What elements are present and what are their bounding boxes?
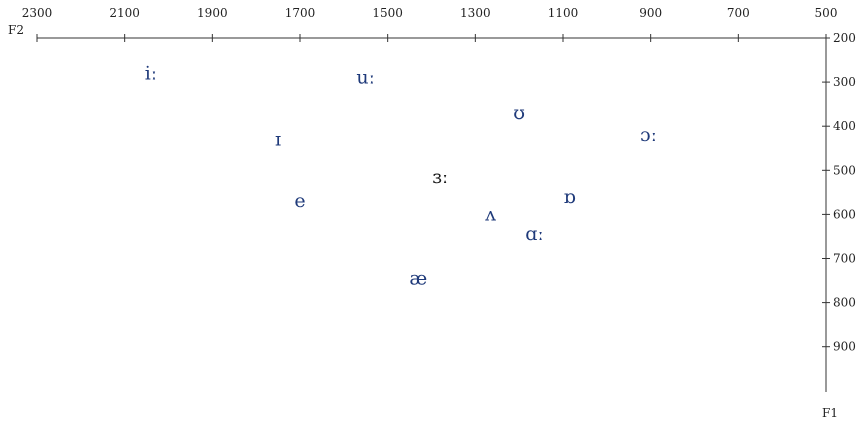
vowel-point: ɜː	[432, 166, 448, 188]
y-axis-ticks: 200 300 400 500 600 700 800 900	[822, 31, 856, 354]
y-tick-label: 600	[833, 207, 856, 221]
y-axis-label: F1	[822, 406, 838, 420]
vowel-point: ʊ	[513, 102, 525, 124]
axes	[37, 37, 827, 392]
y-tick-label: 400	[833, 119, 856, 133]
x-axis-label: F2	[8, 23, 24, 37]
vowel-point: ɔː	[640, 124, 657, 146]
vowel-point: iː	[145, 62, 157, 84]
x-tick-label: 500	[815, 6, 838, 20]
x-tick-label: 1500	[372, 6, 403, 20]
x-tick-label: 2100	[109, 6, 140, 20]
vowel-point: ɪ	[275, 128, 281, 150]
vowel-point: ɑː	[525, 223, 544, 245]
y-tick-label: 800	[833, 296, 856, 310]
vowel-point: uː	[356, 67, 375, 89]
y-tick-label: 500	[833, 163, 856, 177]
y-tick-label: 900	[833, 340, 856, 354]
vowel-points: iː uː ʊ ɔː ɪ ɜː ɒ e ʌ ɑː æ	[145, 62, 657, 289]
x-tick-label: 1900	[197, 6, 228, 20]
x-tick-label: 1700	[285, 6, 316, 20]
vowel-point: æ	[409, 267, 427, 289]
vowel-point: e	[294, 190, 305, 212]
x-tick-label: 1100	[548, 6, 579, 20]
x-tick-label: 2300	[22, 6, 53, 20]
y-tick-label: 700	[833, 252, 856, 266]
y-tick-label: 200	[833, 31, 856, 45]
y-tick-label: 300	[833, 75, 856, 89]
x-tick-label: 700	[727, 6, 750, 20]
x-axis-ticks: 2300 2100 1900 1700 1500 1300 1100 900 700 500	[22, 6, 838, 42]
vowel-point: ʌ	[484, 203, 496, 225]
x-tick-label: 900	[639, 6, 662, 20]
vowel-point: ɒ	[563, 186, 575, 208]
x-tick-label: 1300	[460, 6, 491, 20]
